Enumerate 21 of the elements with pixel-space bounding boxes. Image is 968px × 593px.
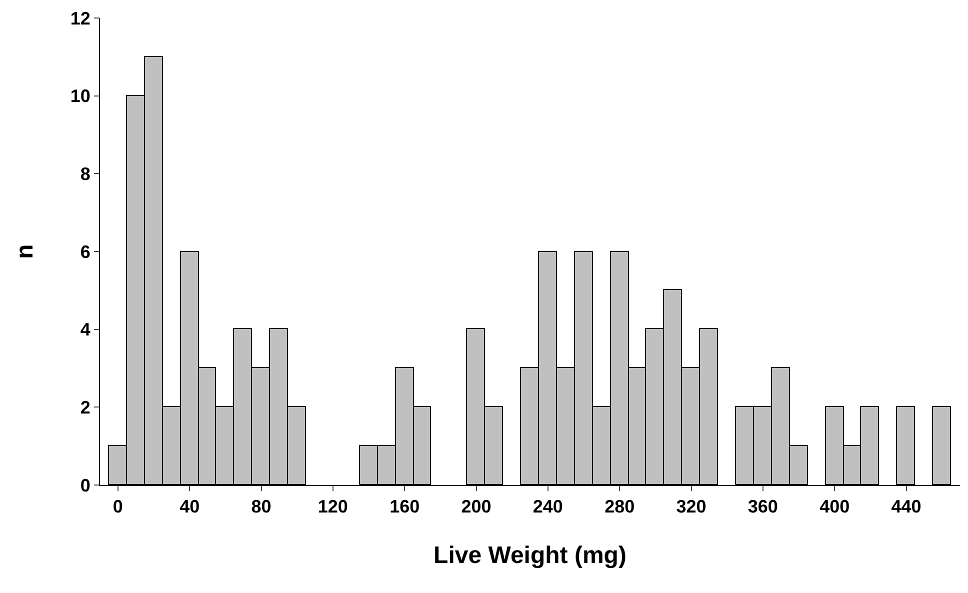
x-tick-label: 440 xyxy=(891,496,922,517)
x-tick-label: 360 xyxy=(748,496,778,517)
x-tick-label: 280 xyxy=(604,496,635,517)
x-tick-label: 120 xyxy=(318,496,348,517)
x-tick-label: 240 xyxy=(532,496,563,517)
y-tick-label: 10 xyxy=(70,86,90,106)
x-tick-label: 0 xyxy=(112,496,123,517)
x-tick-label: 40 xyxy=(180,496,200,517)
x-tick-label: 400 xyxy=(820,496,850,517)
y-tick-label: 8 xyxy=(80,164,90,184)
x-axis-title: Live Weight (mg) xyxy=(434,542,626,569)
y-tick-label: 0 xyxy=(80,475,90,496)
x-tick-label: 80 xyxy=(251,496,272,517)
x-tick-label: 160 xyxy=(390,496,420,517)
y-axis-title: n xyxy=(11,244,38,259)
y-tick-label: 6 xyxy=(80,242,90,262)
y-tick-label: 4 xyxy=(80,320,90,340)
y-tick-label: 12 xyxy=(70,8,90,28)
y-tick-label: 2 xyxy=(80,397,90,418)
x-tick-label: 200 xyxy=(461,496,492,517)
x-tick-label: 320 xyxy=(676,496,706,517)
